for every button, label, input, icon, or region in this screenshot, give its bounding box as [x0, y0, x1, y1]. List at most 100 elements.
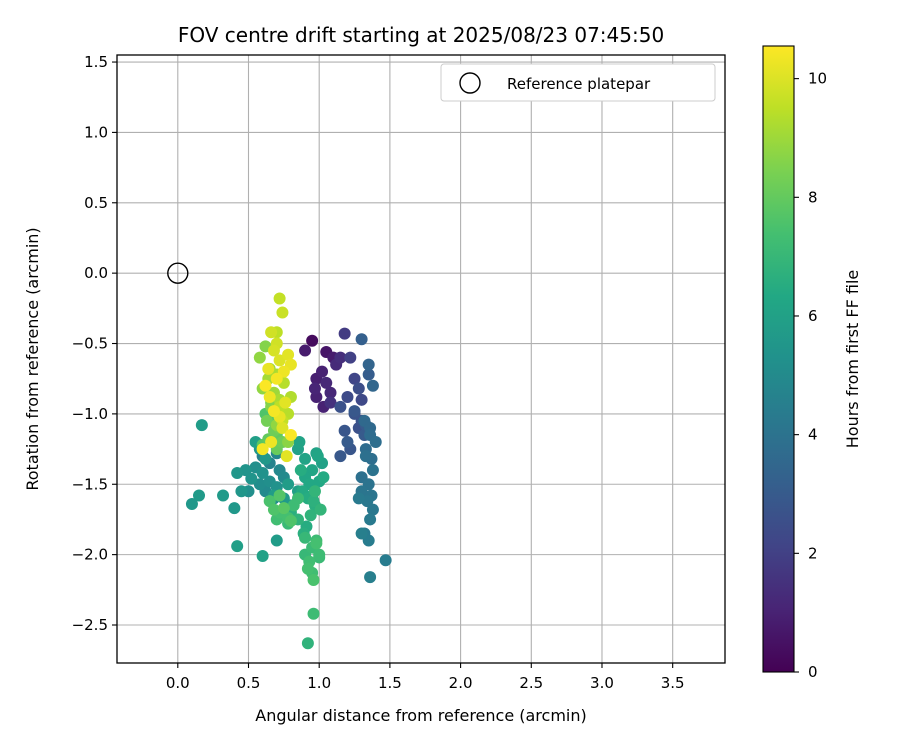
- data-point: [364, 571, 377, 584]
- y-tick-label: −2.5: [72, 616, 108, 634]
- data-point: [265, 436, 278, 449]
- data-point: [299, 531, 312, 544]
- data-point: [301, 637, 314, 650]
- data-point: [265, 326, 278, 339]
- data-point: [259, 452, 272, 465]
- y-axis-label: Rotation from reference (arcmin): [23, 227, 42, 490]
- data-point: [282, 478, 295, 491]
- data-point: [284, 514, 297, 527]
- colorbar: 0 2 4 6 8 10 Hours from first FF file: [762, 45, 862, 681]
- data-point: [293, 436, 306, 449]
- data-point: [310, 537, 323, 550]
- data-point: [324, 396, 337, 409]
- data-point: [235, 485, 248, 498]
- data-point: [299, 344, 312, 357]
- data-point: [294, 464, 307, 477]
- legend-label-reference-platepar: Reference platepar: [507, 75, 651, 93]
- y-tick-label: 1.5: [84, 53, 108, 71]
- data-point: [217, 489, 230, 502]
- data-point: [273, 489, 286, 502]
- colorbar-tick-label: 0: [808, 663, 818, 681]
- data-point: [282, 348, 295, 361]
- data-point: [362, 358, 375, 371]
- data-point: [256, 467, 269, 479]
- data-point: [307, 495, 320, 508]
- data-point: [341, 391, 354, 403]
- data-point: [334, 351, 347, 364]
- data-point: [366, 464, 379, 477]
- data-point: [270, 534, 283, 547]
- data-point: [284, 429, 297, 441]
- x-tick-label: 1.0: [307, 674, 331, 692]
- data-point: [193, 489, 206, 502]
- x-tick-label: 2.5: [519, 674, 543, 692]
- data-point: [314, 503, 327, 516]
- data-point: [195, 419, 208, 432]
- y-tick-label: 0.0: [84, 264, 108, 282]
- x-tick-label: 2.0: [449, 674, 473, 692]
- data-point: [379, 554, 392, 567]
- y-tick-label: 1.0: [84, 123, 108, 141]
- x-tick-label: 0.5: [237, 674, 261, 692]
- data-point: [259, 379, 272, 392]
- data-point: [256, 443, 269, 456]
- colorbar-tick-label: 4: [808, 426, 818, 444]
- data-point: [317, 471, 330, 484]
- data-point: [338, 424, 351, 437]
- data-point: [256, 550, 269, 563]
- grid-lines: [117, 55, 725, 663]
- data-point: [304, 509, 317, 522]
- reference-platepar-marker: [167, 262, 189, 284]
- data-point: [263, 391, 276, 403]
- data-point: [253, 478, 266, 491]
- legend-box: [440, 63, 716, 102]
- data-point: [267, 503, 280, 516]
- data-point: [324, 386, 337, 399]
- y-axis-ticks: 1.5 1.0 0.5 0.0 −0.5 −1.0 −1.5 −2.0 −2.5: [72, 53, 117, 634]
- data-point: [348, 372, 361, 385]
- y-tick-label: −2.0: [72, 546, 108, 564]
- data-point: [262, 362, 275, 375]
- data-point: [273, 354, 286, 367]
- data-point: [362, 368, 375, 381]
- colorbar-tick-label: 6: [808, 307, 818, 325]
- data-point: [369, 436, 382, 449]
- data-point: [320, 376, 333, 389]
- legend-reference-icon: [459, 72, 481, 94]
- data-point: [277, 502, 290, 515]
- data-point: [306, 334, 319, 347]
- colorbar-ticks: 0 2 4 6 8 10: [794, 70, 827, 681]
- y-tick-label: 0.5: [84, 194, 108, 212]
- data-point: [307, 573, 320, 586]
- data-point: [355, 527, 368, 540]
- x-tick-label: 1.5: [378, 674, 402, 692]
- legend: Reference platepar: [440, 63, 716, 102]
- data-point: [341, 436, 354, 449]
- x-tick-label: 3.5: [661, 674, 685, 692]
- data-point: [359, 450, 372, 463]
- data-point: [276, 306, 289, 319]
- x-tick-label: 0.0: [166, 674, 190, 692]
- data-point: [253, 351, 266, 364]
- data-point: [348, 405, 361, 418]
- data-point: [344, 351, 357, 364]
- data-point: [334, 400, 347, 413]
- colorbar-tick-label: 10: [808, 70, 827, 88]
- data-point: [231, 540, 244, 553]
- data-point: [307, 607, 320, 620]
- colorbar-gradient: [762, 45, 795, 673]
- data-point: [308, 382, 321, 395]
- data-point: [245, 472, 258, 485]
- data-point: [185, 497, 198, 510]
- data-point: [301, 562, 314, 575]
- data-point: [316, 365, 329, 378]
- y-tick-label: −0.5: [72, 335, 108, 353]
- data-point: [364, 513, 377, 526]
- colorbar-label: Hours from first FF file: [843, 270, 862, 449]
- data-point: [311, 450, 324, 463]
- data-point: [260, 414, 273, 427]
- x-axis-ticks: 0.0 0.5 1.0 1.5 2.0 2.5 3.0 3.5: [166, 663, 685, 692]
- data-point: [355, 393, 368, 406]
- chart-title: FOV centre drift starting at 2025/08/23 …: [178, 23, 664, 47]
